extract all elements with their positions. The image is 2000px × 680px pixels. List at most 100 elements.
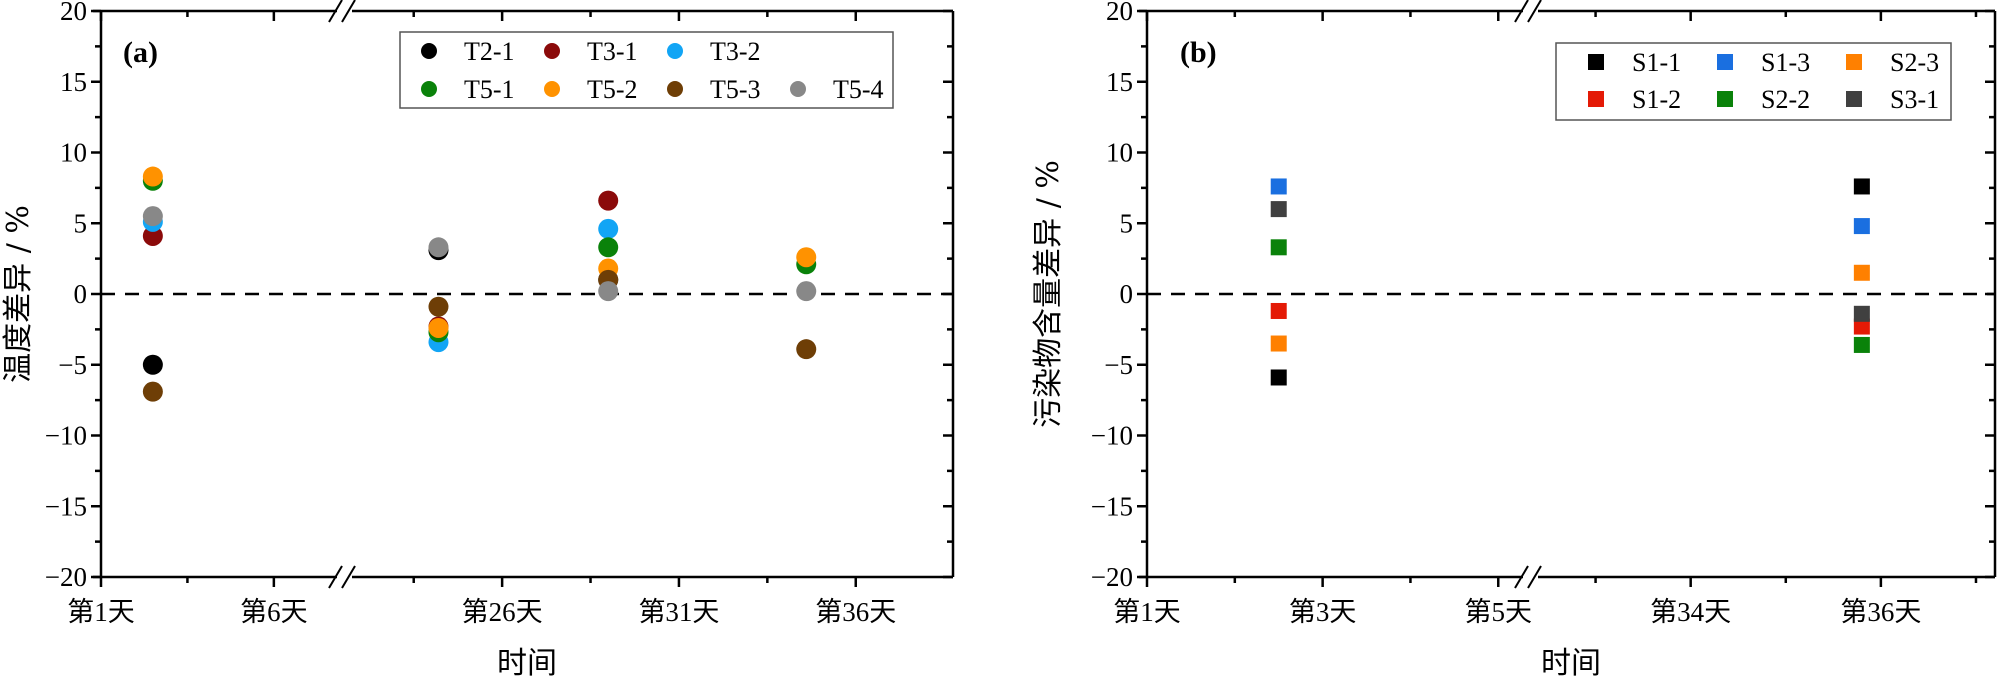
legend-marker-circle-icon xyxy=(421,81,437,97)
data-point-t5-4 xyxy=(428,237,449,258)
legend-marker-circle-icon xyxy=(544,43,560,59)
x-tick-label: 第36天 xyxy=(1840,597,1921,627)
legend: T2-1 T3-1 T3-2 T5-1 T5-2 T5-3 T5-4 xyxy=(399,31,894,109)
axis-break-mark xyxy=(1514,0,1529,23)
legend-marker-circle-icon xyxy=(421,43,437,59)
x-tick-label: 第1天 xyxy=(67,597,135,627)
data-point-t5-3 xyxy=(428,296,449,317)
data-point-t5-4 xyxy=(796,281,817,302)
panel-label-b: (b) xyxy=(1180,36,1217,69)
panel-b-pollutant-difference: (b) 污染物含量差异 / % 时间 −20 −15 −10 −5 0 5 10 15 20 第1… xyxy=(1031,0,1997,680)
legend-marker-square-icon xyxy=(1846,91,1862,107)
data-point-t5-2 xyxy=(428,317,449,338)
legend-label: S1-2 xyxy=(1632,85,1681,114)
data-point-t5-2 xyxy=(796,247,817,268)
legend-item-s1-2: S1-2 xyxy=(1588,85,1681,114)
data-point-s3-1 xyxy=(1853,305,1870,322)
data-point-t3-1 xyxy=(598,190,619,211)
data-point-t5-3 xyxy=(796,339,817,360)
legend-marker-square-icon xyxy=(1588,54,1604,70)
legend-item-t5-2: T5-2 xyxy=(544,75,638,104)
legend-item-s3-1: S3-1 xyxy=(1846,85,1939,114)
legend-box xyxy=(399,31,894,109)
data-point-t5-4 xyxy=(598,281,619,302)
legend-marker-circle-icon xyxy=(667,81,683,97)
data-point-s1-1 xyxy=(1270,369,1287,386)
x-axis-title-b: 时间 xyxy=(1541,646,1601,680)
y-ticks xyxy=(91,9,953,579)
data-point-t2-1 xyxy=(142,354,163,375)
data-point-t5-2 xyxy=(142,166,163,187)
panel-a-temperature-difference: (a) 温度差异 / % 时间 −20 −15 −10 −5 0 5 10 15 20 第1天 第6… xyxy=(1,0,955,680)
y-tick-label: −15 xyxy=(45,491,87,521)
y-tick-label: −15 xyxy=(1091,491,1133,521)
y-tick-label: −5 xyxy=(58,350,87,380)
legend-label: S1-3 xyxy=(1761,48,1810,77)
data-point-s1-3 xyxy=(1853,218,1870,235)
data-point-t5-3 xyxy=(142,381,163,402)
axis-break-mark xyxy=(341,565,356,589)
y-tick-label: 5 xyxy=(74,208,88,238)
legend-marker-circle-icon xyxy=(790,81,806,97)
data-points xyxy=(142,166,817,402)
axis-break-mark xyxy=(328,0,343,23)
legend-box xyxy=(1555,42,1952,121)
panel-label-a: (a) xyxy=(123,36,158,69)
y-tick-label: 20 xyxy=(1106,0,1133,26)
data-point-s2-3 xyxy=(1270,335,1287,352)
x-axis-title-a: 时间 xyxy=(497,646,557,680)
y-tick-label: 0 xyxy=(1120,279,1134,309)
legend-label: T5-3 xyxy=(710,75,761,104)
y-tick-label: −20 xyxy=(45,562,87,592)
x-tick-label: 第26天 xyxy=(462,597,543,627)
data-points xyxy=(1270,178,1870,386)
x-tick-label: 第31天 xyxy=(638,597,719,627)
y-tick-label: 20 xyxy=(60,0,87,26)
legend-label: T3-2 xyxy=(710,37,761,66)
y-tick-label: −10 xyxy=(1091,421,1133,451)
data-point-s2-3 xyxy=(1853,264,1870,281)
y-tick-label: 0 xyxy=(74,279,88,309)
axis-break-mark xyxy=(1514,565,1529,589)
y-tick-label: 10 xyxy=(1106,138,1133,168)
x-tick-label: 第34天 xyxy=(1650,597,1731,627)
legend-label: T5-1 xyxy=(464,75,515,104)
axis-break-mark xyxy=(341,0,356,23)
legend-label: S3-1 xyxy=(1890,85,1939,114)
legend-marker-square-icon xyxy=(1717,54,1733,70)
legend-label: T5-2 xyxy=(587,75,638,104)
legend-item-t5-4: T5-4 xyxy=(790,75,884,104)
y-tick-label: −5 xyxy=(1104,350,1133,380)
legend-label: S2-2 xyxy=(1761,85,1810,114)
legend-label: T3-1 xyxy=(587,37,638,66)
y-tick-label: −10 xyxy=(45,421,87,451)
x-tick-label: 第6天 xyxy=(240,597,308,627)
y-tick-label: 5 xyxy=(1120,208,1134,238)
legend-marker-circle-icon xyxy=(667,43,683,59)
y-tick-label: 10 xyxy=(60,138,87,168)
axis-break-mark xyxy=(1527,0,1542,23)
legend-item-t3-1: T3-1 xyxy=(544,37,638,66)
y-tick-label: 15 xyxy=(1106,67,1133,97)
axis-break-mark xyxy=(328,565,343,589)
legend-item-t2-1: T2-1 xyxy=(421,37,515,66)
axis-break-mark xyxy=(1527,565,1542,589)
data-point-t5-4 xyxy=(142,206,163,227)
y-axis-title-b: 污染物含量差异 / % xyxy=(1031,160,1066,428)
legend-item-s1-1: S1-1 xyxy=(1588,48,1681,77)
legend-marker-square-icon xyxy=(1717,91,1733,107)
legend-item-s2-2: S2-2 xyxy=(1717,85,1810,114)
data-point-s2-2 xyxy=(1270,239,1287,256)
y-tick-label: 15 xyxy=(60,67,87,97)
legend-label: S1-1 xyxy=(1632,48,1681,77)
data-point-s1-2 xyxy=(1853,318,1870,335)
legend-marker-square-icon xyxy=(1588,91,1604,107)
legend-item-t5-3: T5-3 xyxy=(667,75,761,104)
legend-item-t5-1: T5-1 xyxy=(421,75,515,104)
legend-marker-square-icon xyxy=(1846,54,1862,70)
legend-item-t3-2: T3-2 xyxy=(667,37,761,66)
legend: S1-1 S1-3 S2-3 S1-2 S2-2 S3-1 xyxy=(1555,42,1952,121)
data-point-s1-2 xyxy=(1270,302,1287,319)
data-point-t5-1 xyxy=(598,237,619,258)
